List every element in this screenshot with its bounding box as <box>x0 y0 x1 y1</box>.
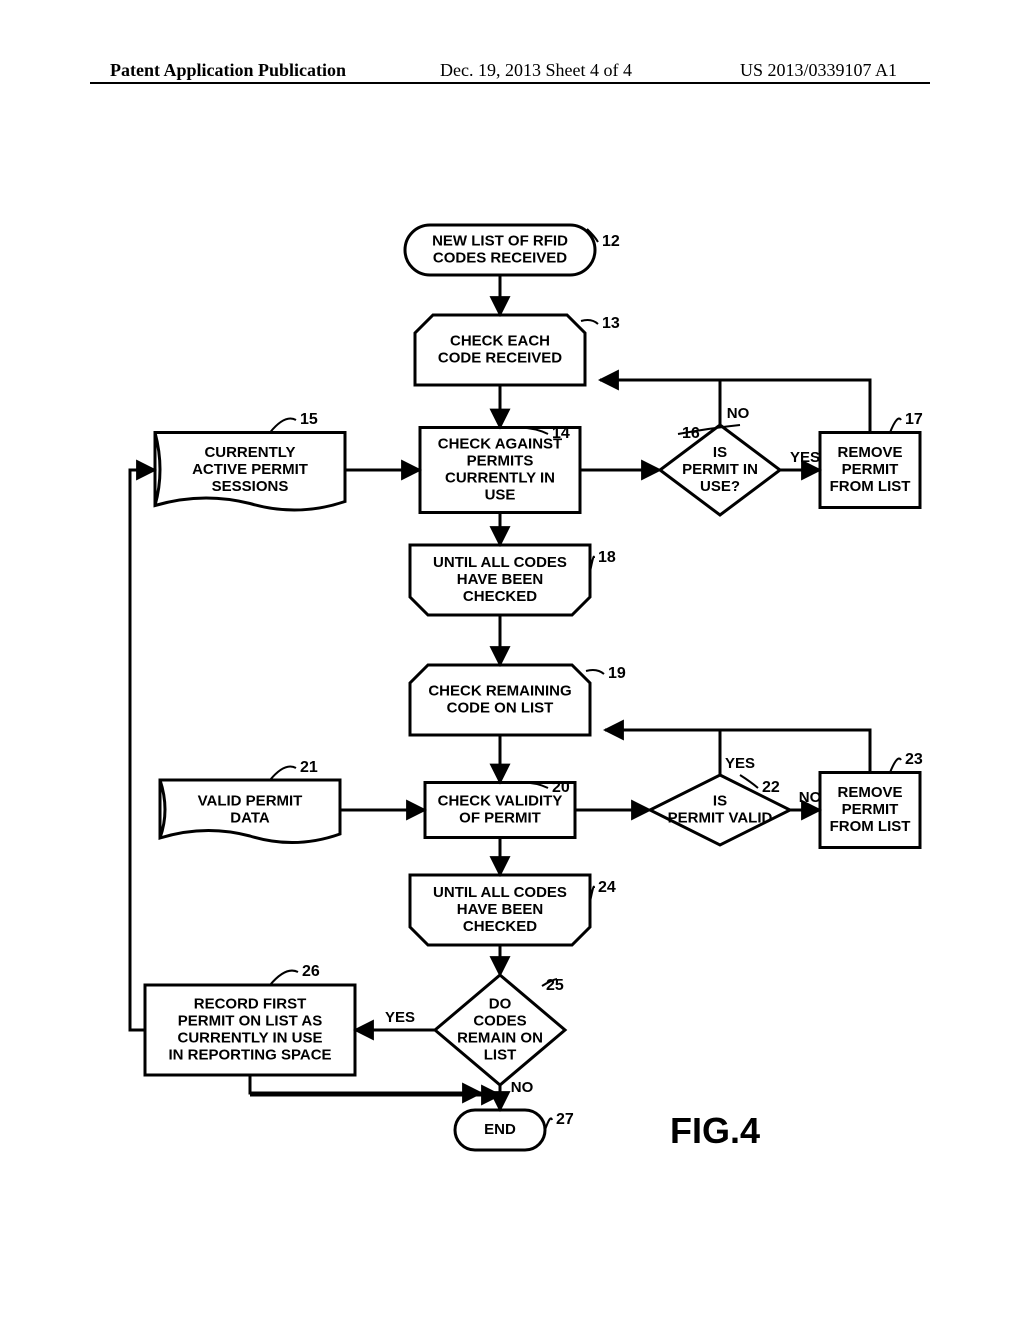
svg-text:CHECKED: CHECKED <box>463 918 537 935</box>
svg-text:REMOVE: REMOVE <box>837 784 902 801</box>
svg-text:PERMIT: PERMIT <box>842 461 899 478</box>
svg-text:NO: NO <box>727 405 750 422</box>
svg-text:12: 12 <box>602 233 620 250</box>
svg-text:IS: IS <box>713 444 727 461</box>
svg-text:PERMIT IN: PERMIT IN <box>682 461 758 478</box>
svg-text:16: 16 <box>682 425 700 442</box>
svg-text:IN REPORTING SPACE: IN REPORTING SPACE <box>168 1046 331 1063</box>
svg-text:CURRENTLY IN: CURRENTLY IN <box>445 469 555 486</box>
svg-text:CODE RECEIVED: CODE RECEIVED <box>438 349 562 366</box>
svg-text:PERMITS: PERMITS <box>467 452 534 469</box>
svg-text:FROM LIST: FROM LIST <box>830 478 911 495</box>
svg-text:ACTIVE PERMIT: ACTIVE PERMIT <box>192 461 308 478</box>
svg-text:CHECKED: CHECKED <box>463 588 537 605</box>
svg-text:SESSIONS: SESSIONS <box>212 478 289 495</box>
svg-text:USE?: USE? <box>700 478 740 495</box>
svg-text:CURRENTLY IN USE: CURRENTLY IN USE <box>177 1029 322 1046</box>
svg-text:27: 27 <box>556 1111 574 1128</box>
svg-text:REMOVE: REMOVE <box>837 444 902 461</box>
svg-text:END: END <box>484 1121 516 1138</box>
svg-text:22: 22 <box>762 779 780 796</box>
svg-text:LIST: LIST <box>484 1046 517 1063</box>
svg-text:NO: NO <box>799 789 822 806</box>
svg-text:REMAIN ON: REMAIN ON <box>457 1029 543 1046</box>
svg-text:VALID PERMIT: VALID PERMIT <box>198 792 303 809</box>
svg-text:YES: YES <box>385 1009 415 1026</box>
svg-text:18: 18 <box>598 549 616 566</box>
svg-text:OF PERMIT: OF PERMIT <box>459 809 541 826</box>
svg-text:CHECK REMAINING: CHECK REMAINING <box>428 682 571 699</box>
svg-text:NO: NO <box>511 1079 534 1096</box>
svg-text:CHECK VALIDITY: CHECK VALIDITY <box>438 792 563 809</box>
svg-text:20: 20 <box>552 779 570 796</box>
svg-text:26: 26 <box>302 963 320 980</box>
svg-text:DO: DO <box>489 995 512 1012</box>
svg-text:19: 19 <box>608 665 626 682</box>
svg-text:PERMIT ON LIST AS: PERMIT ON LIST AS <box>178 1012 322 1029</box>
svg-text:YES: YES <box>790 449 820 466</box>
svg-text:CODES: CODES <box>473 1012 526 1029</box>
svg-text:CHECK EACH: CHECK EACH <box>450 332 550 349</box>
svg-text:IS: IS <box>713 792 727 809</box>
svg-text:23: 23 <box>905 751 923 768</box>
svg-text:DATA: DATA <box>230 809 270 826</box>
svg-text:YES: YES <box>725 755 755 772</box>
svg-text:14: 14 <box>552 425 570 442</box>
svg-text:USE: USE <box>485 486 516 503</box>
svg-text:PERMIT: PERMIT <box>842 801 899 818</box>
svg-text:17: 17 <box>905 411 923 428</box>
svg-text:CHECK AGAINST: CHECK AGAINST <box>438 435 562 452</box>
svg-text:CODE ON LIST: CODE ON LIST <box>447 699 554 716</box>
svg-text:CODES RECEIVED: CODES RECEIVED <box>433 249 567 266</box>
flowchart: NEW LIST OF RFIDCODES RECEIVED CHECK EACH… <box>0 0 1024 1320</box>
svg-text:PERMIT VALID: PERMIT VALID <box>668 809 773 826</box>
svg-text:HAVE BEEN: HAVE BEEN <box>457 571 543 588</box>
svg-text:CURRENTLY: CURRENTLY <box>204 444 295 461</box>
svg-text:UNTIL ALL CODES: UNTIL ALL CODES <box>433 884 567 901</box>
svg-text:15: 15 <box>300 411 318 428</box>
figure-label: FIG.4 <box>670 1110 760 1152</box>
svg-text:25: 25 <box>546 977 564 994</box>
svg-text:NEW LIST OF RFID: NEW LIST OF RFID <box>432 232 568 249</box>
svg-text:HAVE BEEN: HAVE BEEN <box>457 901 543 918</box>
svg-text:13: 13 <box>602 315 620 332</box>
svg-text:21: 21 <box>300 759 318 776</box>
svg-text:FROM LIST: FROM LIST <box>830 818 911 835</box>
svg-text:24: 24 <box>598 879 616 896</box>
svg-text:RECORD FIRST: RECORD FIRST <box>194 995 307 1012</box>
svg-text:UNTIL ALL CODES: UNTIL ALL CODES <box>433 554 567 571</box>
